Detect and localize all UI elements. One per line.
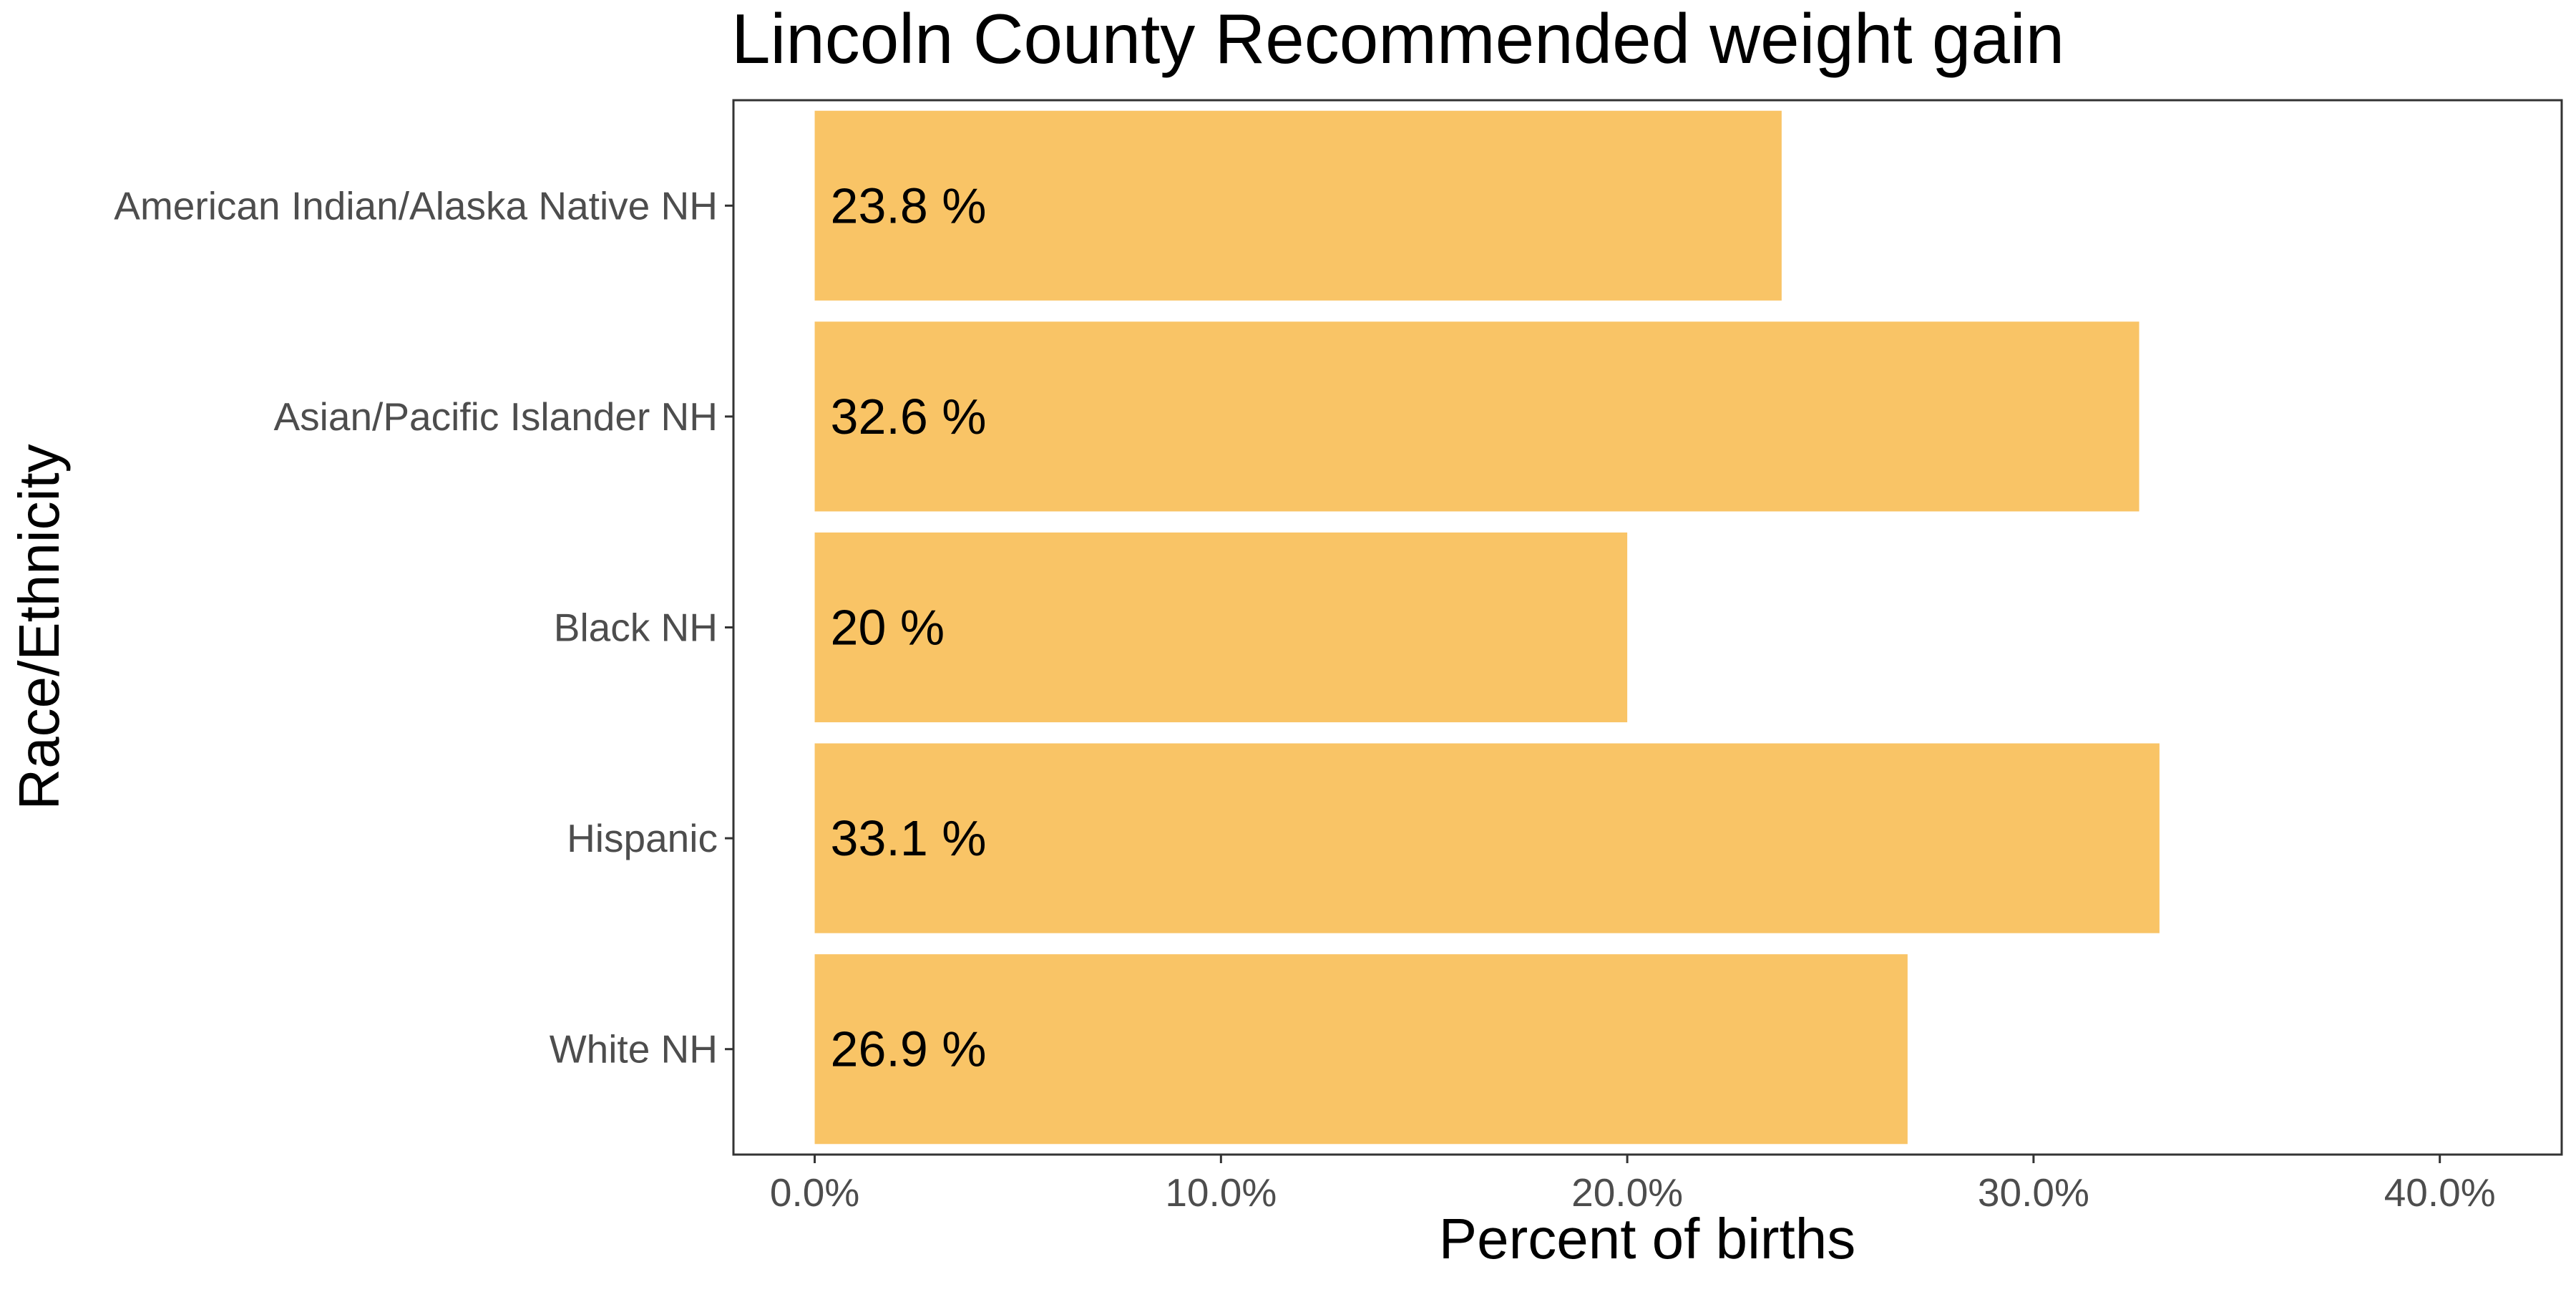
bar: [814, 954, 1908, 1145]
x-tick-label: 20.0%: [1571, 1170, 1683, 1215]
x-axis-title: Percent of births: [1439, 1207, 1856, 1271]
bars-layer: [814, 110, 2160, 1145]
x-tick-label: 30.0%: [1978, 1170, 2089, 1215]
y-axis-title: Race/Ethnicity: [7, 444, 71, 810]
x-tick-label: 0.0%: [770, 1170, 859, 1215]
y-tick-label: Hispanic: [567, 816, 718, 860]
x-axis: 0.0% 10.0% 20.0% 30.0% 40.0%: [770, 1155, 2496, 1215]
y-tick-label: Black NH: [554, 606, 718, 650]
data-label: 23.8 %: [831, 178, 987, 233]
x-tick-label: 40.0%: [2384, 1170, 2496, 1215]
chart-title: Lincoln County Recommended weight gain: [731, 0, 2064, 78]
data-label: 32.6 %: [831, 389, 987, 445]
y-tick-label: White NH: [550, 1027, 718, 1072]
y-axis: American Indian/Alaska Native NH Asian/Pa…: [114, 183, 733, 1072]
data-labels-layer: 23.8 % 32.6 % 20 % 33.1 % 26.9 %: [831, 178, 987, 1077]
bar: [814, 743, 2160, 933]
y-tick-label: Asian/Pacific Islander NH: [273, 394, 718, 439]
data-label: 26.9 %: [831, 1021, 987, 1077]
bar: [814, 110, 1782, 301]
data-label: 20 %: [831, 600, 945, 656]
bar: [814, 321, 2140, 512]
x-tick-label: 10.0%: [1165, 1170, 1277, 1215]
bar: [814, 532, 1628, 723]
y-tick-label: American Indian/Alaska Native NH: [114, 183, 718, 228]
data-label: 33.1 %: [831, 810, 987, 866]
